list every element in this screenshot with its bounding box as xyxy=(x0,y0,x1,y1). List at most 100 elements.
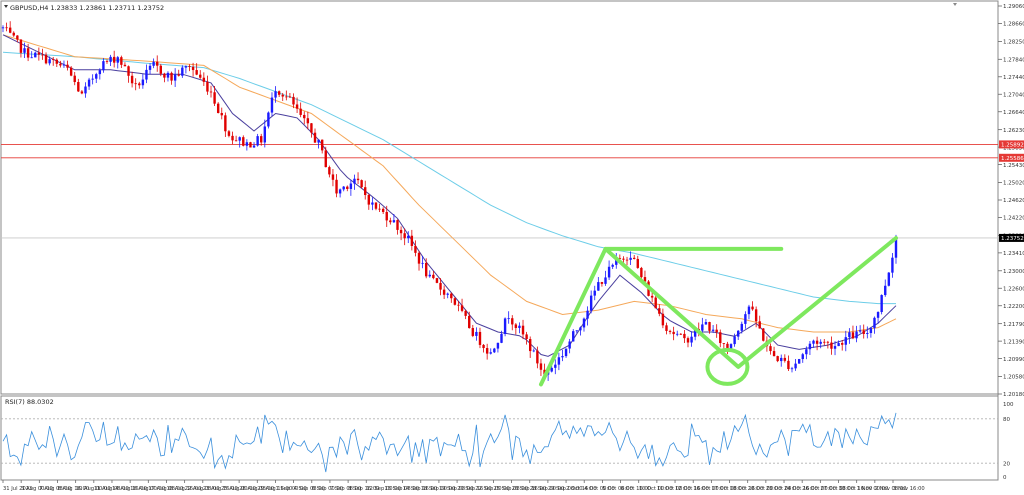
time-tick-label: 10 Aug 00:00 xyxy=(76,486,111,492)
candle-body xyxy=(292,96,295,105)
candle-body xyxy=(73,75,76,83)
candle-body xyxy=(532,350,535,352)
candle-body xyxy=(202,77,206,82)
candle-body xyxy=(16,35,19,40)
time-tick-label: 23 Oct 08:00 xyxy=(766,486,800,492)
candle-body xyxy=(557,357,561,365)
time-tick-label: 14 Aug 16:00 xyxy=(112,486,147,492)
time-tick-label: 24 Oct 16:00 xyxy=(784,486,818,492)
price-tag-box xyxy=(999,140,1024,149)
candle-body xyxy=(880,295,883,313)
candle-body xyxy=(356,178,360,181)
candle-body xyxy=(374,202,378,209)
time-tick-label: 1 Sep 00:00 xyxy=(275,486,306,492)
time-tick-label: 6 Oct 16:00 xyxy=(621,486,652,492)
price-tags: 1.25892 1.25586 1.23752 xyxy=(999,140,1024,242)
candle-body xyxy=(417,252,421,264)
time-tick-label: 12 Sep 00:00 xyxy=(366,486,401,492)
candle-body xyxy=(299,108,302,115)
candle-body xyxy=(414,245,417,253)
rsi-header: RSI(7) 88.0302 xyxy=(5,398,54,406)
time-tick-label: 6 Sep 00:00 xyxy=(312,486,343,492)
candle-body xyxy=(310,123,313,133)
candle-body xyxy=(285,96,288,98)
candle-body xyxy=(507,318,510,320)
candle-body xyxy=(306,118,310,124)
candle-body xyxy=(855,331,858,339)
time-tick-label: 2 Nov 08:00 xyxy=(875,486,907,492)
candle-body xyxy=(568,341,571,349)
rsi-line xyxy=(2,412,897,473)
candle-body xyxy=(80,91,84,94)
candle-body xyxy=(539,363,543,370)
candle-body xyxy=(884,285,887,296)
candle-body xyxy=(722,343,726,344)
candle-body xyxy=(199,74,202,78)
candle-body xyxy=(91,78,94,80)
price-tick-label: 1.21390 xyxy=(1003,339,1024,345)
candle-body xyxy=(177,74,180,76)
candle-body xyxy=(105,61,109,62)
rsi-indicator xyxy=(1,412,998,473)
time-tick-label: 25 Aug 00:00 xyxy=(221,486,256,492)
price-tick-label: 1.23410 xyxy=(1003,251,1024,257)
candle-body xyxy=(26,48,30,58)
candle-body xyxy=(808,343,812,350)
candle-body xyxy=(485,348,489,354)
time-tick-label: 20 Oct 00:00 xyxy=(748,486,782,492)
candle-body xyxy=(873,317,876,329)
price-tag-label: 1.25586 xyxy=(1001,156,1024,162)
candle-body xyxy=(891,257,894,273)
time-tick-label: 22 Sep 00:00 xyxy=(475,486,510,492)
candle-body xyxy=(676,333,679,335)
time-tick-label: 4 Sep 08:00 xyxy=(294,486,325,492)
candle-body xyxy=(156,61,159,66)
candle-body xyxy=(371,202,374,205)
candle-body xyxy=(5,27,8,29)
candle-body xyxy=(231,135,234,141)
candle-body xyxy=(403,233,406,239)
time-tick-label: 18 Aug 16:00 xyxy=(166,486,201,492)
price-tick-label: 1.26230 xyxy=(1003,128,1024,134)
candle-body xyxy=(410,235,414,246)
candle-body xyxy=(823,341,826,343)
candle-body xyxy=(776,356,779,362)
candle-body xyxy=(561,356,564,358)
candle-body xyxy=(44,54,48,64)
candle-body xyxy=(320,139,324,151)
time-tick-label: 27 Oct 08:00 xyxy=(820,486,854,492)
candle-body xyxy=(611,264,614,267)
time-tick-label: 26 Oct 00:00 xyxy=(802,486,836,492)
candle-body xyxy=(385,211,388,221)
pattern-zigzag-line xyxy=(539,236,898,387)
candle-body xyxy=(77,82,80,92)
candle-body xyxy=(34,52,37,58)
price-tick-label: 1.25020 xyxy=(1003,181,1024,187)
candle-body xyxy=(801,354,804,360)
candle-body xyxy=(173,74,177,81)
candle-body xyxy=(693,328,697,337)
price-tick-label: 1.22600 xyxy=(1003,286,1024,292)
rsi-tick-label: 100 xyxy=(1003,402,1014,408)
candle-body xyxy=(184,66,188,68)
candle-body xyxy=(360,180,363,188)
candle-body xyxy=(600,282,604,284)
scroll-marker-icon xyxy=(953,3,957,6)
candle-body xyxy=(407,235,410,239)
candle-body xyxy=(342,186,345,190)
candle-body xyxy=(252,145,256,148)
candle-body xyxy=(209,91,213,93)
price-tag-label: 1.25892 xyxy=(1001,143,1024,149)
candle-body xyxy=(152,61,155,66)
candle-body xyxy=(428,274,431,277)
candle-body xyxy=(421,262,424,264)
time-tick-label: 16 Aug 00:00 xyxy=(130,486,165,492)
candlestick-series xyxy=(1,21,898,381)
candle-body xyxy=(744,314,747,324)
candle-body xyxy=(579,327,582,331)
time-tick-label: 30 Oct 16:00 xyxy=(839,486,873,492)
candle-body xyxy=(514,324,518,328)
time-tick-label: 8 Sep 16:00 xyxy=(348,486,379,492)
candle-body xyxy=(346,186,349,189)
